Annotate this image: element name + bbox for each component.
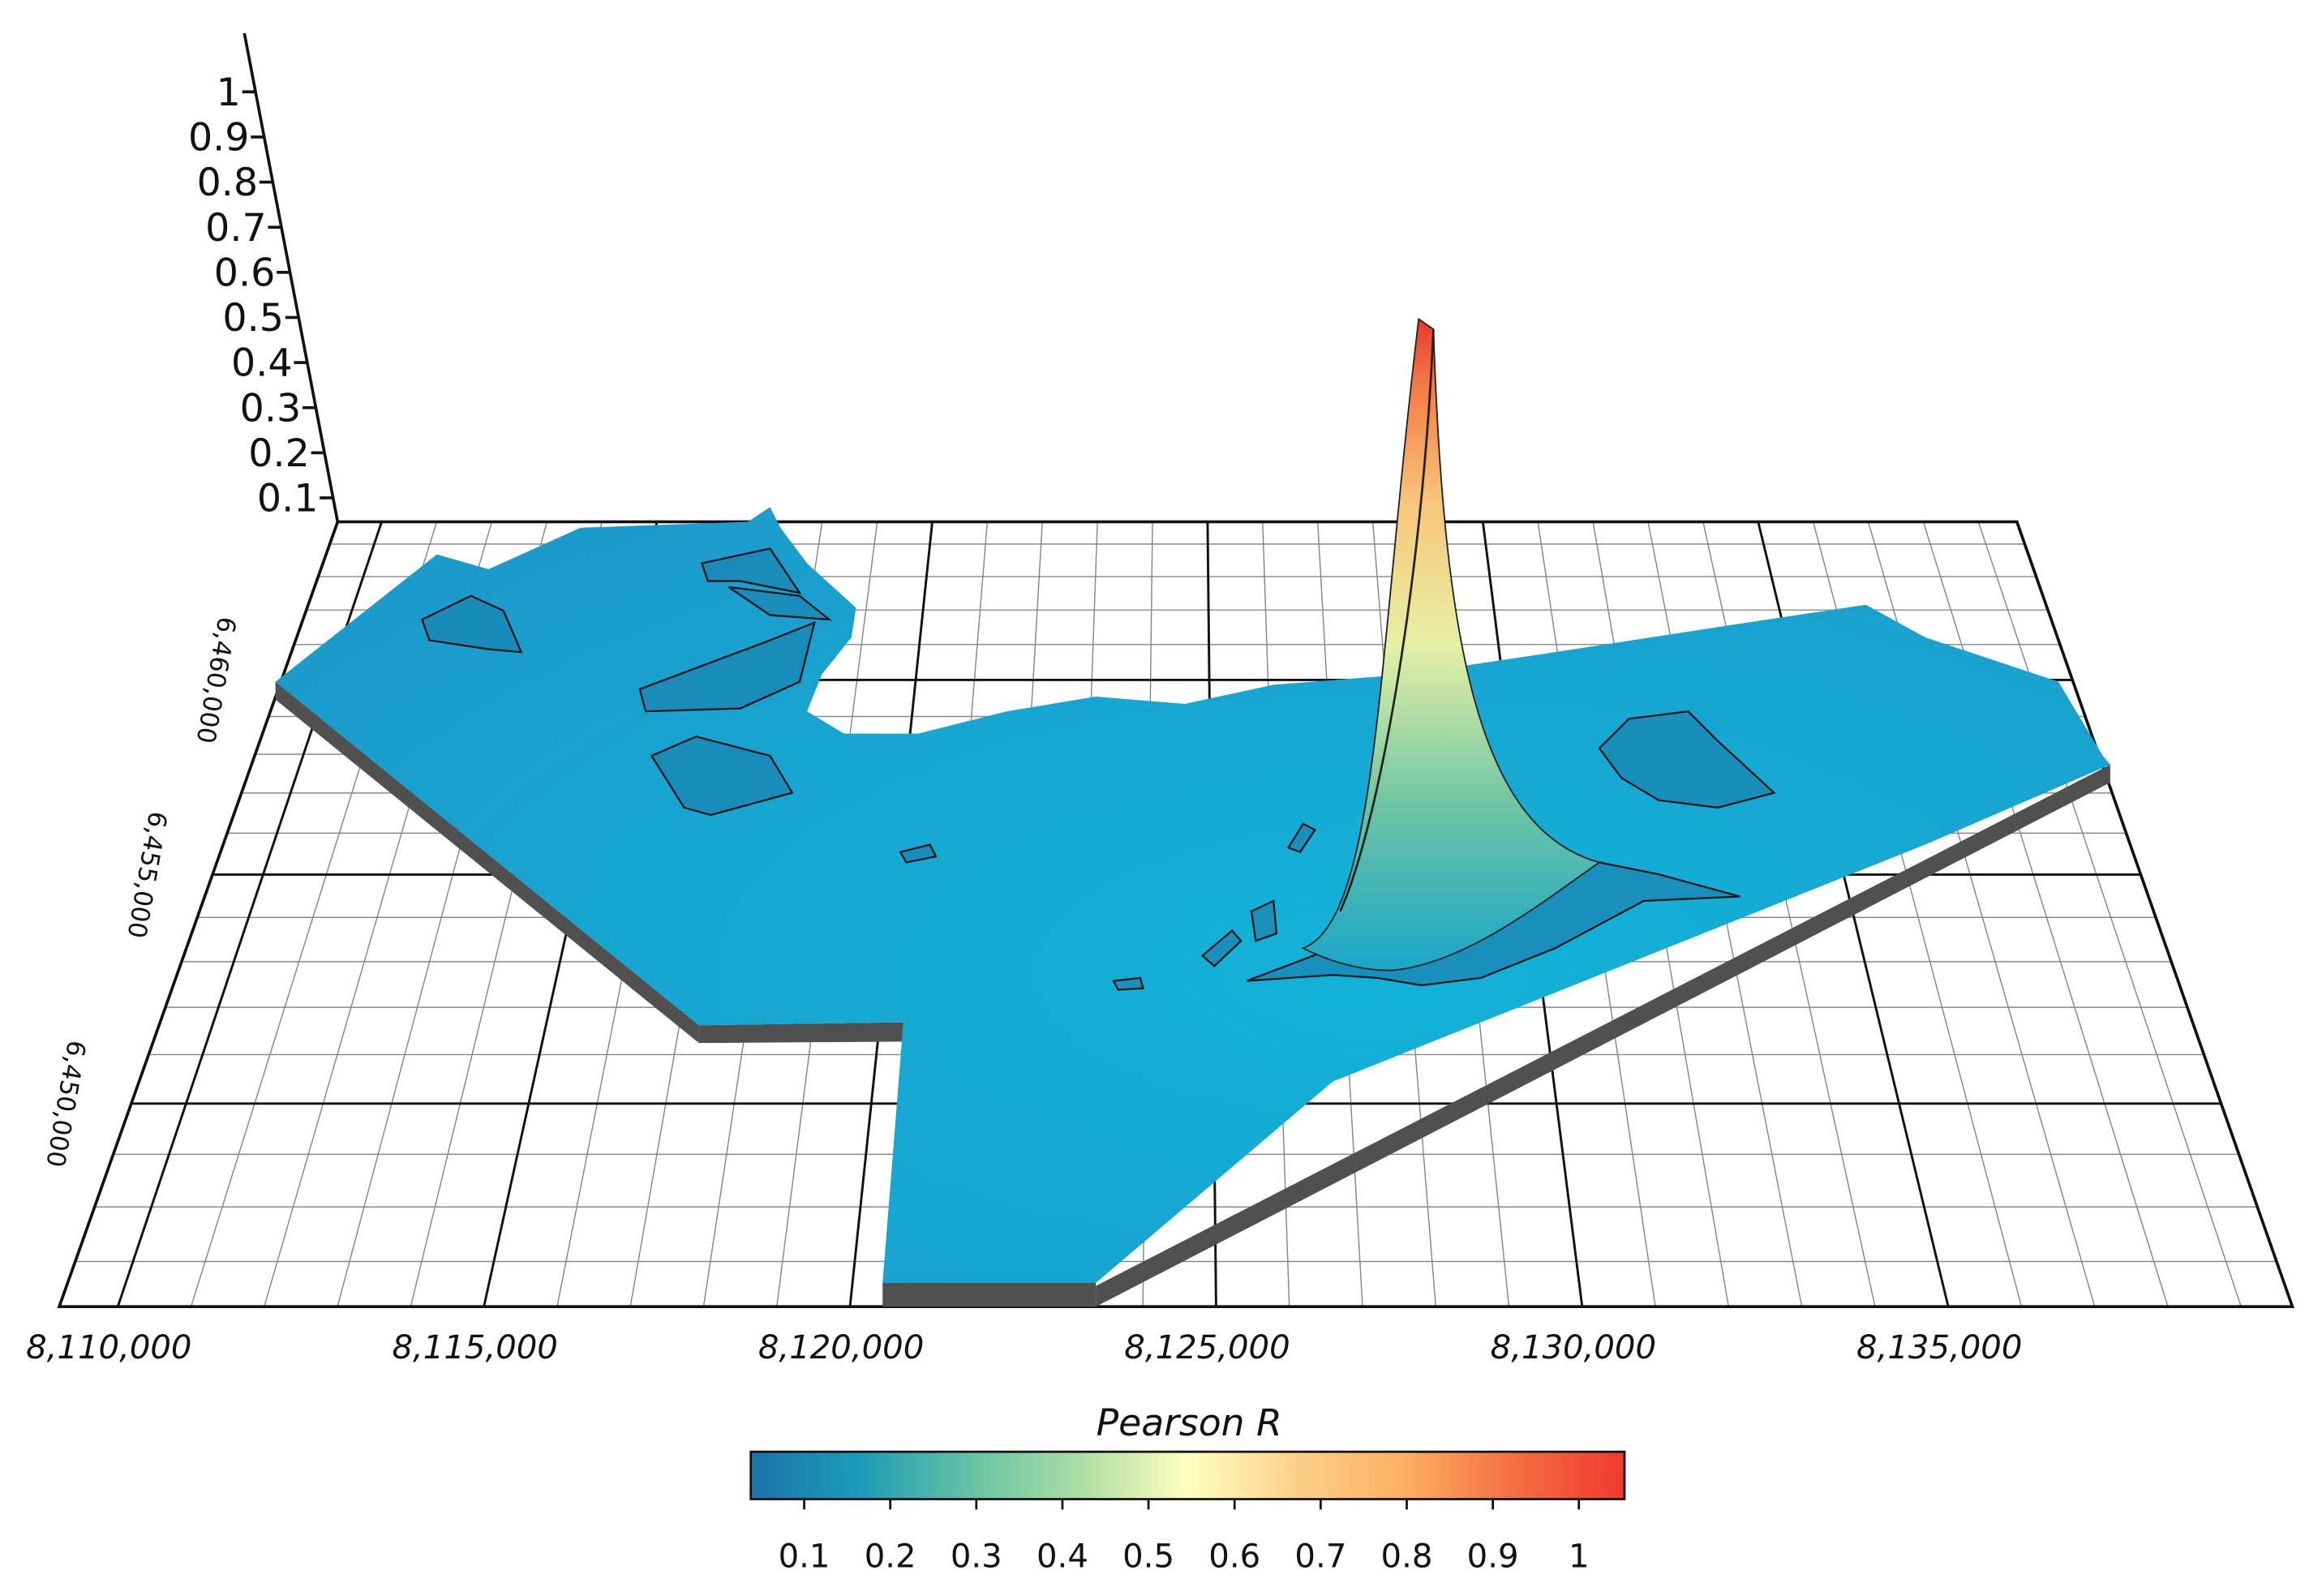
colorbar-tick-label: 0.6	[1208, 1538, 1260, 1576]
surface-side	[1096, 764, 2110, 1307]
z-tick-label: 1	[217, 71, 241, 115]
zone	[1112, 976, 1145, 991]
z-tick-label: 0.9	[188, 116, 250, 161]
colorbar-tick-label: 0.8	[1381, 1538, 1433, 1576]
z-tick-label: 0.2	[248, 431, 310, 476]
zone	[899, 843, 938, 864]
y-tick-label: 6,450,000	[40, 1038, 91, 1169]
x-tick-label: 8,125,000	[1124, 1329, 1290, 1366]
floor-border	[57, 520, 2295, 1309]
minor-grid-line	[1977, 521, 2242, 1307]
zone	[701, 547, 802, 594]
x-tick-label: 8,120,000	[758, 1329, 924, 1366]
surface-side	[275, 681, 699, 1044]
colorbar-title: Pearson R	[1097, 1401, 1282, 1444]
z-axis-line	[243, 32, 340, 522]
zone	[421, 594, 523, 654]
y-tick-label: 6,460,000	[191, 615, 242, 746]
colorbar-tick-label: 0.2	[865, 1538, 916, 1576]
surface-side	[698, 1022, 903, 1044]
y-tick-label: 6,455,000	[121, 809, 172, 941]
zone	[1598, 710, 1776, 809]
zone	[650, 736, 794, 817]
colorbar	[749, 1450, 1626, 1500]
colorbar-tick-label: 0.3	[951, 1538, 1002, 1576]
x-tick-label: 8,110,000	[26, 1329, 191, 1366]
z-axis	[242, 32, 340, 522]
colorbar-tick-label: 1	[1569, 1538, 1590, 1576]
colorbar-tick-label: 0.1	[779, 1538, 831, 1576]
z-tick-label: 0.5	[222, 296, 284, 341]
zone	[638, 620, 816, 713]
x-tick-label: 8,135,000	[1856, 1329, 2022, 1366]
colorbar-tick-label: 0.4	[1037, 1538, 1088, 1576]
x-tick-label: 8,115,000	[392, 1329, 557, 1366]
colorbar-tick-label: 0.5	[1122, 1538, 1174, 1576]
z-tick-label: 0.7	[205, 206, 267, 251]
zone	[1286, 822, 1316, 853]
colorbar-tick-label: 0.9	[1467, 1538, 1519, 1576]
peak	[1301, 317, 1602, 972]
surface-side	[882, 1282, 1097, 1307]
z-tick-label: 0.3	[240, 386, 302, 431]
x-tick-label: 8,130,000	[1491, 1329, 1656, 1366]
z-tick-label: 0.8	[197, 161, 259, 205]
z-tick-label: 0.4	[231, 341, 293, 386]
z-tick-label: 0.1	[257, 477, 319, 521]
surface	[275, 317, 2110, 1307]
zone	[1200, 929, 1243, 967]
zone	[728, 586, 832, 621]
peak-ridge	[1339, 329, 1435, 912]
zone	[1250, 899, 1278, 942]
z-tick-label: 0.6	[214, 251, 276, 295]
colorbar-tick-label: 0.7	[1294, 1538, 1346, 1576]
